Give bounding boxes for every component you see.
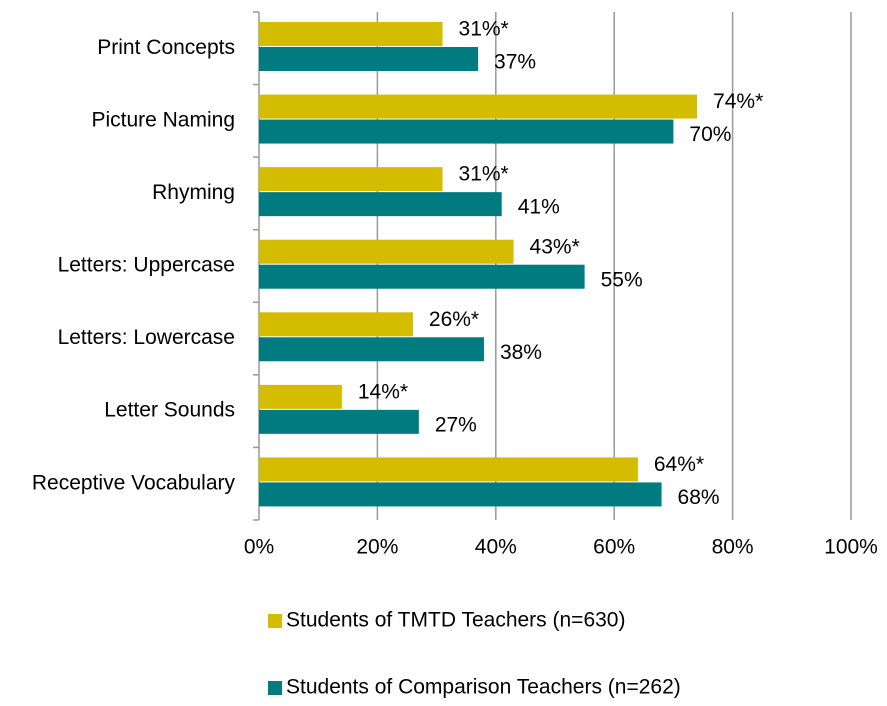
value-label: 43%*: [530, 235, 580, 258]
y-tick-label: Rhyming: [152, 181, 235, 204]
bar: [259, 264, 585, 289]
x-tick-label: 80%: [712, 536, 754, 559]
legend-label: Students of Comparison Teachers (n=262): [286, 676, 681, 699]
bar: [259, 47, 479, 71]
value-label: 31%*: [459, 18, 509, 41]
value-label: 26%*: [429, 308, 479, 331]
value-label: 27%: [435, 413, 477, 436]
value-label: 38%: [500, 341, 542, 364]
bar: [259, 94, 698, 119]
bar: [259, 119, 674, 144]
value-label: 68%: [678, 486, 720, 509]
bar: [259, 337, 484, 362]
x-tick-label: 40%: [475, 536, 517, 559]
x-tick-label: 100%: [824, 536, 878, 559]
x-tick-label: 0%: [244, 536, 274, 559]
bar: [259, 22, 443, 46]
y-tick-label: Letters: Lowercase: [58, 326, 235, 349]
bar: [259, 167, 443, 192]
y-tick-label: Letter Sounds: [104, 399, 235, 422]
y-tick-label: Picture Naming: [91, 108, 235, 131]
bar: [259, 482, 662, 507]
bar: [259, 312, 413, 337]
y-tick-label: Letters: Uppercase: [58, 254, 235, 277]
bar: [259, 409, 419, 434]
bar: [259, 192, 502, 217]
value-label: 14%*: [358, 380, 408, 403]
value-label: 31%*: [459, 163, 509, 186]
value-label: 37%: [494, 51, 536, 74]
value-label: 55%: [601, 268, 643, 291]
y-tick-label: Print Concepts: [97, 36, 235, 59]
bar: [259, 239, 514, 264]
bar: [259, 384, 342, 409]
value-label: 74%*: [713, 90, 763, 113]
value-label: 64%*: [654, 453, 704, 476]
x-tick-label: 60%: [593, 536, 635, 559]
y-tick-label: Receptive Vocabulary: [32, 471, 236, 494]
legend-swatch: [268, 614, 282, 628]
value-label: 41%: [518, 196, 560, 219]
legend-label: Students of TMTD Teachers (n=630): [286, 609, 625, 632]
value-label: 70%: [689, 123, 731, 146]
bar: [259, 457, 638, 482]
legend-swatch: [268, 681, 282, 695]
x-tick-label: 20%: [356, 536, 398, 559]
